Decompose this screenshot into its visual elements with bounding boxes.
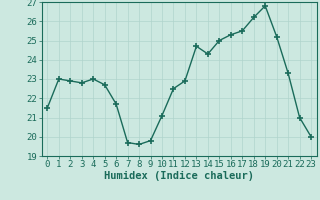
X-axis label: Humidex (Indice chaleur): Humidex (Indice chaleur) <box>104 171 254 181</box>
